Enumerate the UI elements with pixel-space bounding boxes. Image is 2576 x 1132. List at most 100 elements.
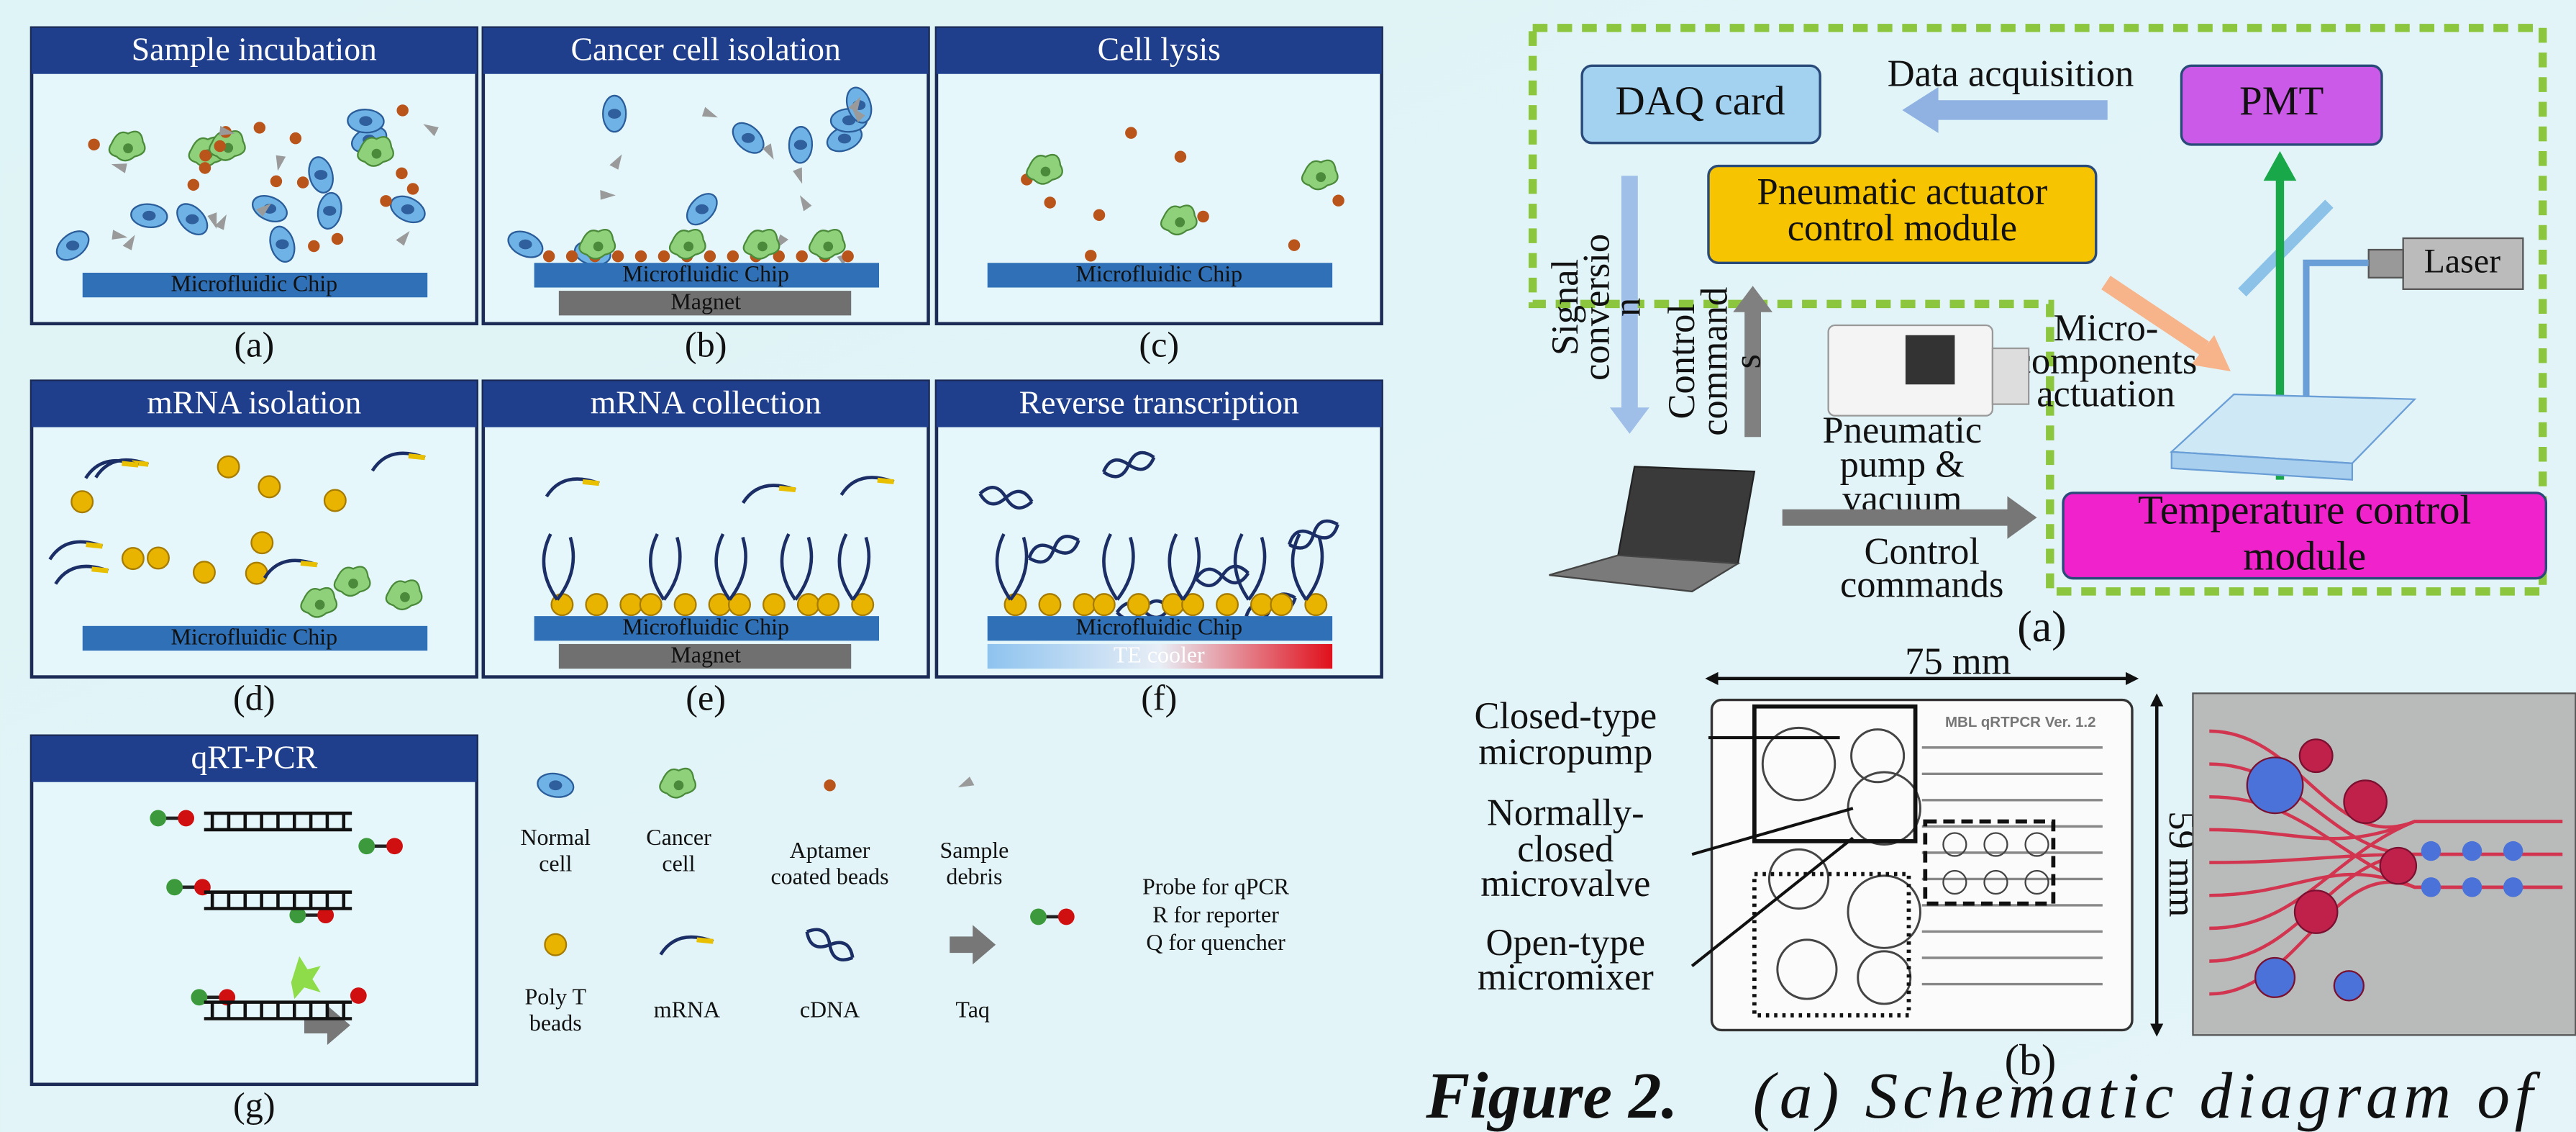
page: { "panels": [ {"title": "Sample incubati… bbox=[0, 0, 2576, 1132]
nucleus bbox=[314, 170, 327, 180]
caption-text: (a) Schematic diagram of bbox=[1753, 1059, 2541, 1132]
label: s bbox=[1726, 354, 1768, 368]
label: (a) bbox=[2017, 602, 2066, 651]
nucleus bbox=[66, 240, 79, 250]
polya bbox=[779, 488, 796, 489]
photo-chamber bbox=[2334, 971, 2364, 1000]
legend-text: cell bbox=[539, 851, 572, 876]
nucleus bbox=[372, 149, 382, 159]
aptamer-bead bbox=[308, 240, 319, 252]
label: commands bbox=[1840, 563, 2003, 605]
photo-chamber bbox=[2255, 958, 2295, 997]
polyt-bead bbox=[763, 594, 785, 615]
chip-label: Microfluidic Chip bbox=[622, 261, 789, 286]
nucleus bbox=[1041, 167, 1051, 177]
photo-well bbox=[2462, 877, 2482, 897]
photo-well bbox=[2421, 877, 2441, 897]
aptamer-bead bbox=[332, 233, 343, 245]
polyt-bead bbox=[1216, 594, 1238, 615]
chip-label: Microfluidic Chip bbox=[1075, 261, 1242, 286]
label: control module bbox=[1788, 207, 2017, 249]
label: Laser bbox=[2424, 243, 2500, 281]
aptamer-bead bbox=[396, 168, 407, 179]
probe-note: Q for quencher bbox=[1146, 930, 1285, 955]
polyt-bead bbox=[586, 594, 608, 615]
polyt-bead bbox=[194, 561, 215, 583]
legend-text: cell bbox=[662, 851, 695, 876]
chip-board bbox=[1712, 700, 2132, 1031]
laser-head bbox=[2369, 250, 2403, 278]
nucleus bbox=[348, 579, 358, 589]
nucleus bbox=[401, 204, 414, 214]
label: micromixer bbox=[1478, 956, 1654, 998]
polya bbox=[878, 480, 894, 481]
nucleus bbox=[1175, 217, 1185, 227]
legend-text: beads bbox=[529, 1010, 582, 1036]
aptamer-bead bbox=[1197, 211, 1209, 222]
aptamer-bead bbox=[842, 250, 853, 262]
chip-label: Microfluidic Chip bbox=[171, 624, 338, 649]
aptamer-bead bbox=[297, 176, 309, 188]
legend-text: cDNA bbox=[800, 997, 860, 1023]
nucleus bbox=[823, 242, 833, 252]
polyt-bead bbox=[1093, 594, 1115, 615]
aptamer-bead bbox=[824, 779, 835, 791]
aptamer-bead bbox=[380, 195, 391, 207]
label: micropump bbox=[1478, 731, 1652, 773]
label: DAQ card bbox=[1615, 78, 1785, 124]
legend-text: Poly T bbox=[525, 984, 587, 1009]
photo-chamber bbox=[2344, 780, 2386, 823]
polyt-bead bbox=[71, 491, 93, 512]
panel-label: (d) bbox=[233, 677, 276, 717]
panel-title: Cell lysis bbox=[1098, 31, 1221, 68]
legend-text: coated beads bbox=[770, 864, 888, 889]
nucleus bbox=[186, 214, 199, 225]
polyt-bead bbox=[1128, 594, 1150, 615]
nucleus bbox=[1316, 172, 1326, 182]
polyt-bead bbox=[1251, 594, 1273, 615]
nucleus bbox=[315, 600, 325, 610]
aptamer-bead bbox=[1085, 250, 1096, 261]
legend-text: Aptamer bbox=[790, 838, 870, 863]
photo-chamber bbox=[2380, 848, 2416, 884]
nucleus bbox=[142, 211, 155, 221]
aptamer-bead bbox=[796, 250, 808, 262]
polyt-bead bbox=[545, 934, 566, 956]
polyt-bead bbox=[1039, 594, 1061, 615]
polya bbox=[583, 481, 599, 483]
quencher bbox=[386, 838, 403, 854]
panel-label: (a) bbox=[234, 325, 274, 365]
label: n bbox=[1607, 298, 1649, 317]
legend-text: mRNA bbox=[654, 997, 720, 1023]
panel-label: (g) bbox=[233, 1085, 276, 1126]
nucleus bbox=[794, 140, 807, 150]
reporter bbox=[166, 879, 183, 895]
nucleus bbox=[359, 116, 372, 126]
panel-label: (f) bbox=[1141, 677, 1177, 717]
panel-title: mRNA isolation bbox=[147, 384, 361, 420]
photo-well bbox=[2421, 841, 2441, 861]
nucleus bbox=[683, 242, 693, 252]
polya bbox=[86, 545, 103, 546]
polyt-bead bbox=[251, 532, 273, 553]
polyt-bead bbox=[324, 490, 346, 512]
panel-title: Reverse transcription bbox=[1019, 384, 1299, 420]
aptamer-bead bbox=[199, 150, 211, 161]
nucleus bbox=[323, 206, 336, 216]
nucleus bbox=[593, 242, 604, 252]
figure: Sample incubation(a)Microfluidic ChipCan… bbox=[0, 0, 2576, 1132]
legend-text: Normal bbox=[520, 825, 591, 850]
quencher bbox=[178, 810, 194, 827]
pump-side bbox=[1993, 348, 2029, 404]
base-label: Magnet bbox=[670, 289, 741, 314]
label: Temperature control bbox=[2138, 488, 2471, 533]
pump-panel bbox=[1906, 335, 1954, 384]
polyt-bead bbox=[675, 594, 696, 615]
polyt-bead bbox=[259, 476, 281, 498]
panel-label: (c) bbox=[1139, 325, 1179, 365]
nucleus bbox=[838, 134, 851, 144]
reporter bbox=[150, 810, 166, 827]
label: PMT bbox=[2239, 78, 2324, 124]
panel-label: (b) bbox=[685, 325, 727, 365]
polyt-bead bbox=[620, 594, 642, 615]
